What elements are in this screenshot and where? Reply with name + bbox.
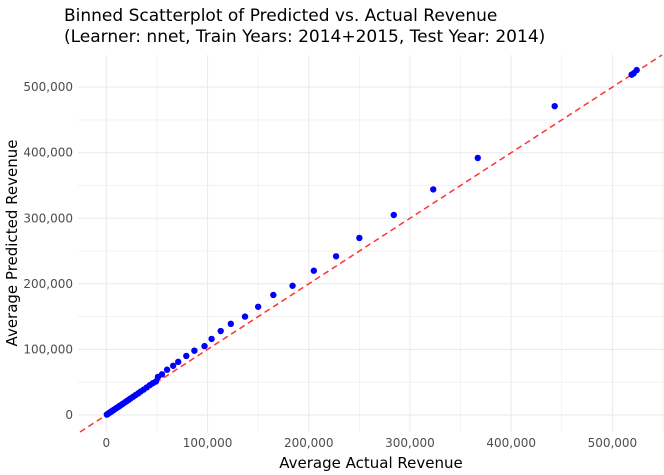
data-point <box>390 211 397 219</box>
data-point <box>217 327 224 335</box>
data-point <box>241 313 249 320</box>
data-point <box>174 358 182 366</box>
y-tick-label: 200,000 <box>23 277 73 291</box>
data-point <box>183 352 190 360</box>
data-point <box>430 186 437 193</box>
y-tick-label: 500,000 <box>23 80 73 94</box>
x-tick-label: 500,000 <box>588 436 638 450</box>
x-tick-label: 200,000 <box>284 436 334 450</box>
identity-reference-line <box>79 54 663 433</box>
chart-subtitle: (Learner: nnet, Train Years: 2014+2015, … <box>64 27 545 47</box>
reference-line-group <box>79 54 663 433</box>
data-point <box>289 282 296 289</box>
data-point <box>551 102 558 110</box>
data-point <box>227 320 235 328</box>
y-tick-label: 400,000 <box>23 146 73 160</box>
y-tick-label: 100,000 <box>23 342 73 356</box>
data-point <box>310 267 318 274</box>
data-point <box>633 66 640 74</box>
data-point <box>191 347 198 354</box>
data-point <box>356 234 363 242</box>
x-tick-label: 100,000 <box>183 436 233 450</box>
data-point <box>474 154 481 162</box>
data-point <box>208 335 215 343</box>
y-axis-ticks: 0 100,000 200,000 300,000 400,000 500,000 <box>23 80 73 422</box>
y-tick-label: 0 <box>65 408 73 422</box>
x-axis-ticks: 0 100,000 200,000 300,000 400,000 500,000 <box>103 436 638 450</box>
chart-title: Binned Scatterplot of Predicted vs. Actu… <box>64 6 497 26</box>
data-point <box>254 303 262 310</box>
x-tick-label: 400,000 <box>486 436 536 450</box>
data-point <box>201 342 208 350</box>
data-point <box>163 366 171 373</box>
y-tick-label: 300,000 <box>23 211 73 225</box>
x-tick-label: 0 <box>103 436 111 450</box>
y-axis-title: Average Predicted Revenue <box>3 140 21 347</box>
x-axis-title: Average Actual Revenue <box>279 454 462 472</box>
points-group <box>103 66 640 418</box>
data-point <box>158 371 166 378</box>
data-point <box>169 362 177 369</box>
data-point <box>332 253 340 260</box>
data-point <box>270 291 277 299</box>
x-tick-label: 300,000 <box>385 436 435 450</box>
grid <box>78 55 664 432</box>
